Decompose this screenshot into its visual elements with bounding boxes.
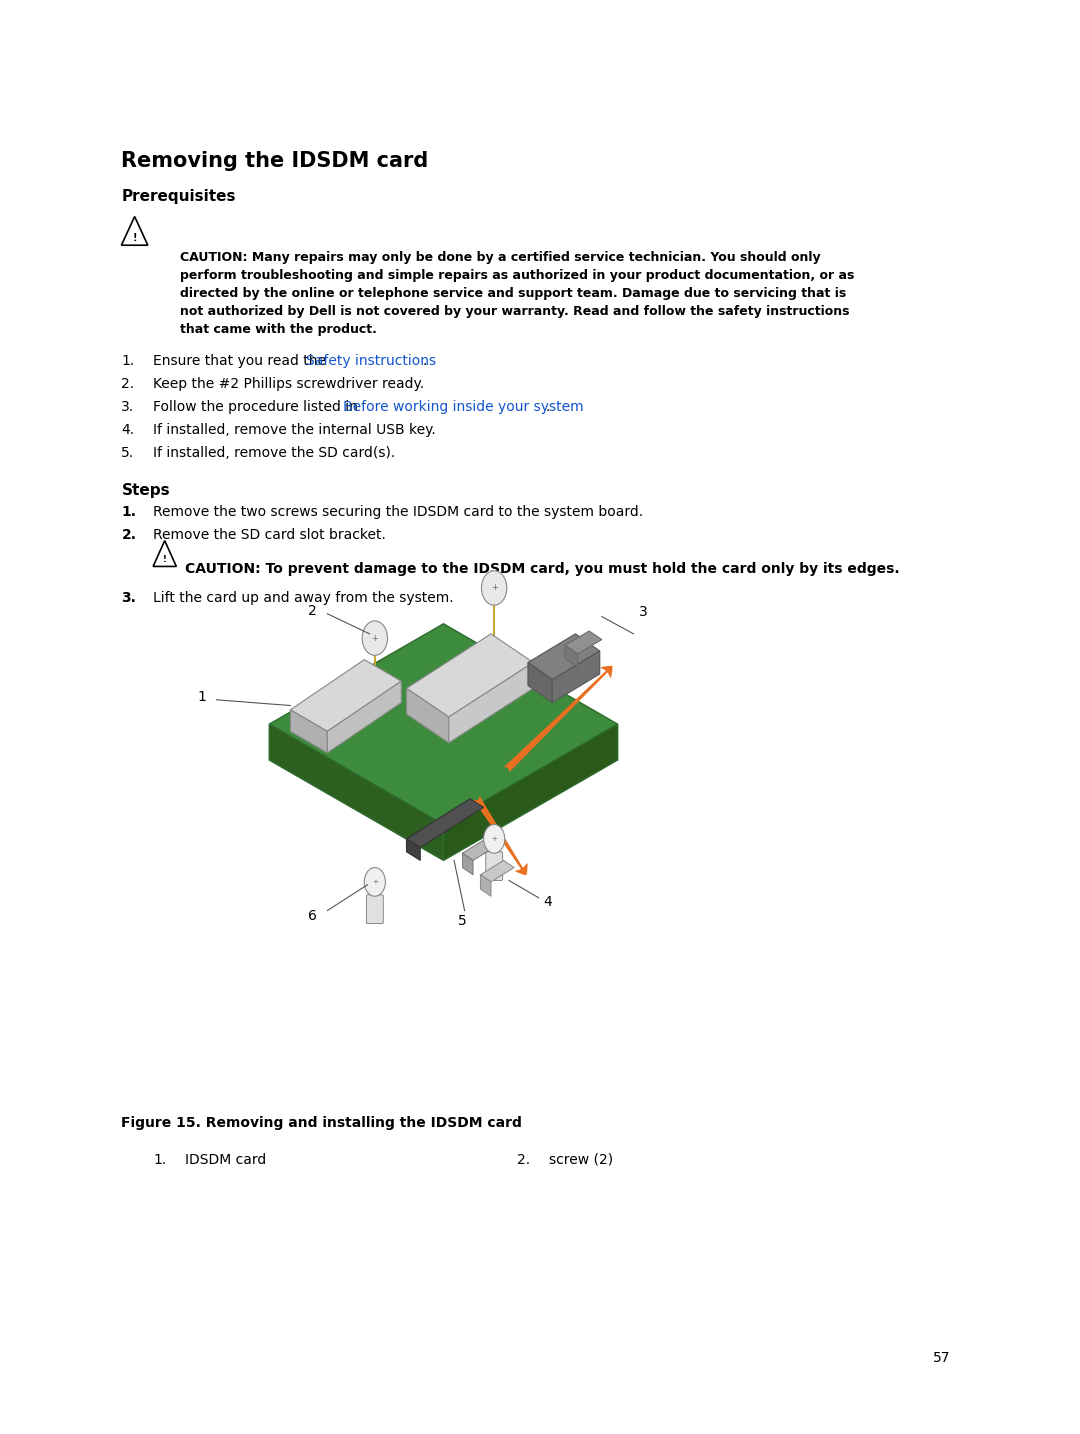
Text: Follow the procedure listed in: Follow the procedure listed in: [153, 400, 363, 414]
Text: 3.: 3.: [121, 400, 135, 414]
Polygon shape: [565, 631, 602, 654]
Text: .: .: [422, 354, 427, 369]
Text: 4: 4: [544, 895, 553, 909]
Text: !: !: [163, 555, 166, 564]
FancyBboxPatch shape: [486, 852, 502, 880]
Text: Prerequisites: Prerequisites: [121, 189, 235, 204]
Circle shape: [482, 571, 507, 605]
Polygon shape: [269, 724, 444, 860]
Polygon shape: [481, 860, 514, 882]
Polygon shape: [406, 839, 420, 860]
Polygon shape: [291, 710, 327, 753]
Text: +: +: [490, 584, 498, 592]
Polygon shape: [406, 688, 449, 743]
Text: 1: 1: [197, 690, 206, 704]
Text: Before working inside your system: Before working inside your system: [343, 400, 583, 414]
Text: 1.: 1.: [121, 354, 135, 369]
Text: 3.: 3.: [121, 591, 136, 605]
Text: .: .: [545, 400, 550, 414]
Text: 1.: 1.: [153, 1153, 166, 1167]
Text: 6: 6: [308, 909, 316, 923]
Text: +: +: [491, 836, 497, 842]
Polygon shape: [462, 839, 497, 860]
Text: 2.: 2.: [517, 1153, 530, 1167]
Polygon shape: [462, 853, 473, 875]
Text: 5.: 5.: [121, 446, 135, 460]
Polygon shape: [565, 645, 578, 667]
Text: 3: 3: [638, 605, 648, 619]
Text: CAUTION: Many repairs may only be done by a certified service technician. You sh: CAUTION: Many repairs may only be done b…: [179, 251, 854, 336]
Text: 57: 57: [933, 1351, 950, 1365]
Polygon shape: [291, 660, 402, 731]
Text: Lift the card up and away from the system.: Lift the card up and away from the syste…: [153, 591, 454, 605]
Polygon shape: [528, 663, 552, 703]
Text: Safety instructions: Safety instructions: [307, 354, 436, 369]
Polygon shape: [449, 663, 534, 743]
Text: 4.: 4.: [121, 423, 135, 437]
Text: 2.: 2.: [121, 528, 136, 542]
Polygon shape: [406, 799, 484, 847]
Text: screw (2): screw (2): [549, 1153, 613, 1167]
Text: Removing the IDSDM card: Removing the IDSDM card: [121, 151, 429, 171]
Text: 5: 5: [458, 913, 467, 928]
Text: IDSDM card: IDSDM card: [185, 1153, 266, 1167]
Text: CAUTION: To prevent damage to the IDSDM card, you must hold the card only by its: CAUTION: To prevent damage to the IDSDM …: [185, 562, 900, 576]
Text: Keep the #2 Phillips screwdriver ready.: Keep the #2 Phillips screwdriver ready.: [153, 377, 424, 391]
Circle shape: [362, 621, 388, 655]
Text: If installed, remove the SD card(s).: If installed, remove the SD card(s).: [153, 446, 395, 460]
Text: Figure 15. Removing and installing the IDSDM card: Figure 15. Removing and installing the I…: [121, 1116, 523, 1130]
Text: +: +: [372, 634, 378, 642]
Text: +: +: [372, 879, 378, 885]
Text: Steps: Steps: [121, 483, 170, 498]
Circle shape: [364, 868, 386, 896]
Text: Remove the SD card slot bracket.: Remove the SD card slot bracket.: [153, 528, 386, 542]
Text: !: !: [133, 234, 137, 242]
Polygon shape: [481, 875, 491, 896]
Polygon shape: [269, 624, 618, 825]
Polygon shape: [552, 651, 599, 703]
Text: 2: 2: [308, 604, 316, 618]
Polygon shape: [327, 681, 402, 753]
Text: 2.: 2.: [121, 377, 135, 391]
FancyBboxPatch shape: [366, 895, 383, 923]
Polygon shape: [528, 634, 599, 680]
Text: Ensure that you read the: Ensure that you read the: [153, 354, 330, 369]
Polygon shape: [444, 724, 618, 860]
Polygon shape: [406, 634, 534, 717]
Text: 1.: 1.: [121, 505, 136, 519]
Text: If installed, remove the internal USB key.: If installed, remove the internal USB ke…: [153, 423, 436, 437]
Text: Remove the two screws securing the IDSDM card to the system board.: Remove the two screws securing the IDSDM…: [153, 505, 644, 519]
Circle shape: [484, 825, 504, 853]
